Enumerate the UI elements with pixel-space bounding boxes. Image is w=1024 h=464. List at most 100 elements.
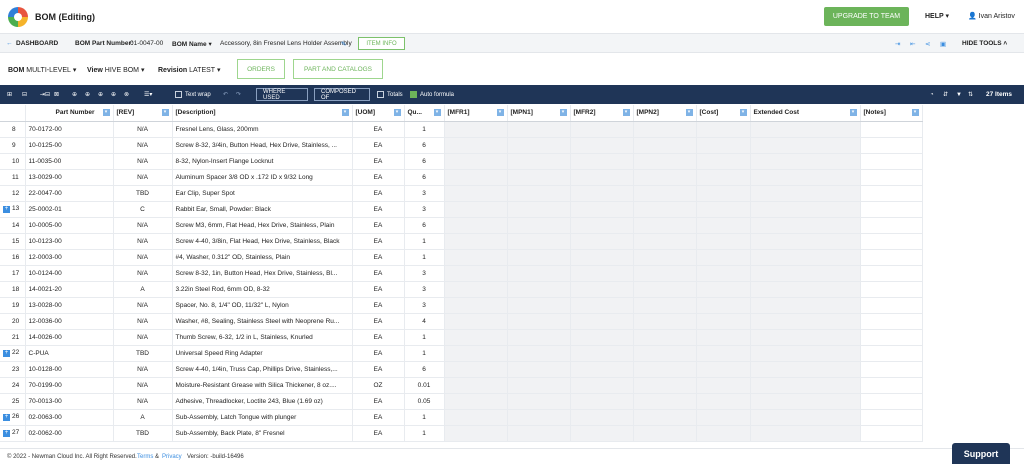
cost-cell[interactable] <box>696 233 751 250</box>
row-index-cell[interactable]: +13 <box>0 201 26 218</box>
description-cell[interactable]: Ear Clip, Super Spot <box>172 185 353 202</box>
column-menu-icon[interactable]: ▾ <box>559 109 567 116</box>
cost-cell[interactable] <box>696 137 751 154</box>
uom-cell[interactable]: EA <box>352 153 405 170</box>
part-number-cell[interactable]: 22-0047-00 <box>25 185 114 202</box>
insert-column-icon[interactable]: ⇥⊟ <box>40 92 51 98</box>
settings-icon[interactable]: ◔ <box>930 91 934 98</box>
quantity-cell[interactable]: 6 <box>404 153 445 170</box>
column-menu-icon[interactable]: ▾ <box>739 109 747 116</box>
part-number-cell[interactable]: 14-0021-20 <box>25 281 114 298</box>
support-button[interactable]: Support <box>952 443 1010 464</box>
mpn2-cell[interactable] <box>633 281 697 298</box>
mpn1-cell[interactable] <box>507 265 571 282</box>
part-number-cell[interactable]: 70-0172-00 <box>25 121 114 138</box>
row-index-cell[interactable]: 8 <box>0 121 26 138</box>
row-index-cell[interactable]: 10 <box>0 153 26 170</box>
mfr1-cell[interactable] <box>444 345 508 362</box>
column-header[interactable]: Extended Cost ▾ <box>750 105 861 122</box>
extended-cost-cell[interactable] <box>750 233 861 250</box>
bom-name-dropdown[interactable]: BOM Name ▾ <box>172 41 212 48</box>
table-row[interactable]: 16 12-0003-00 N/A #4, Washer, 0.312" OD, St… <box>0 249 923 266</box>
cost-cell[interactable] <box>696 121 751 138</box>
table-row[interactable]: 14 10-0005-00 N/A Screw M3, 6mm, Flat Head,… <box>0 217 923 234</box>
row-index-cell[interactable]: 18 <box>0 281 26 298</box>
add-below-icon[interactable]: ⊕ <box>98 92 104 98</box>
part-number-cell[interactable]: 25-0002-01 <box>25 201 114 218</box>
column-header[interactable]: [MPN2] ▾ <box>633 105 697 122</box>
notes-cell[interactable] <box>860 361 923 378</box>
mfr2-cell[interactable] <box>570 265 634 282</box>
column-menu-icon[interactable]: ▾ <box>341 109 349 116</box>
revision-dropdown[interactable]: Revision LATEST ▾ <box>158 67 221 74</box>
column-menu-icon[interactable]: ▾ <box>102 109 110 116</box>
quantity-cell[interactable]: 1 <box>404 345 445 362</box>
mfr1-cell[interactable] <box>444 329 508 346</box>
app-logo[interactable] <box>8 7 28 27</box>
cost-cell[interactable] <box>696 393 751 410</box>
uom-cell[interactable]: EA <box>352 169 405 186</box>
column-header[interactable] <box>0 105 26 122</box>
terms-link[interactable]: Terms <box>137 454 154 460</box>
column-header[interactable]: [REV] ▾ <box>113 105 173 122</box>
notes-cell[interactable] <box>860 345 923 362</box>
uom-cell[interactable]: EA <box>352 185 405 202</box>
notes-cell[interactable] <box>860 185 923 202</box>
extended-cost-cell[interactable] <box>750 249 861 266</box>
text-wrap-toggle[interactable]: Text wrap <box>175 88 211 101</box>
import-icon[interactable]: ⇤ <box>910 41 916 48</box>
table-row[interactable]: 19 13-0028-00 N/A Spacer, No. 8, 1/4" OD, 1… <box>0 297 923 314</box>
mpn2-cell[interactable] <box>633 153 697 170</box>
rev-cell[interactable]: N/A <box>113 233 173 250</box>
extended-cost-cell[interactable] <box>750 121 861 138</box>
cost-cell[interactable] <box>696 265 751 282</box>
description-cell[interactable]: Washer, #8, Sealing, Stainless Steel wit… <box>172 313 353 330</box>
notes-cell[interactable] <box>860 249 923 266</box>
auto-formula-toggle[interactable]: Auto formula <box>410 88 454 101</box>
table-row[interactable]: 9 10-0125-00 N/A Screw 8-32, 3/4in, Button … <box>0 137 923 154</box>
undo-icon[interactable]: ↶ <box>223 92 229 98</box>
mfr1-cell[interactable] <box>444 281 508 298</box>
upgrade-button[interactable]: UPGRADE TO TEAM <box>824 7 909 26</box>
rev-cell[interactable]: A <box>113 409 173 426</box>
delete-column-icon[interactable]: ⊠ <box>54 92 60 98</box>
mpn2-cell[interactable] <box>633 297 697 314</box>
uom-cell[interactable]: OZ <box>352 377 405 394</box>
mfr2-cell[interactable] <box>570 281 634 298</box>
row-index-cell[interactable]: 24 <box>0 377 26 394</box>
column-header[interactable]: [MFR2] ▾ <box>570 105 634 122</box>
mfr1-cell[interactable] <box>444 425 508 442</box>
mfr1-cell[interactable] <box>444 201 508 218</box>
part-number-cell[interactable]: 10-0005-00 <box>25 217 114 234</box>
extended-cost-cell[interactable] <box>750 409 861 426</box>
notes-cell[interactable] <box>860 217 923 234</box>
column-menu-icon[interactable]: ▾ <box>911 109 919 116</box>
cost-cell[interactable] <box>696 361 751 378</box>
extended-cost-cell[interactable] <box>750 377 861 394</box>
mfr1-cell[interactable] <box>444 185 508 202</box>
table-row[interactable]: +27 02-0062-00 TBD Sub-Assembly, Back Plate… <box>0 425 923 442</box>
hierarchy-icon[interactable]: ⊞ <box>7 92 13 98</box>
mfr2-cell[interactable] <box>570 425 634 442</box>
mfr1-cell[interactable] <box>444 169 508 186</box>
row-index-cell[interactable]: 23 <box>0 361 26 378</box>
row-index-cell[interactable]: 16 <box>0 249 26 266</box>
mfr1-cell[interactable] <box>444 409 508 426</box>
export-icon[interactable]: ⇥ <box>895 41 901 48</box>
quantity-cell[interactable]: 1 <box>404 121 445 138</box>
description-cell[interactable]: Universal Speed Ring Adapter <box>172 345 353 362</box>
extended-cost-cell[interactable] <box>750 169 861 186</box>
dashboard-link[interactable]: DASHBOARD <box>16 40 59 47</box>
mfr2-cell[interactable] <box>570 169 634 186</box>
rev-cell[interactable]: TBD <box>113 345 173 362</box>
column-menu-icon[interactable]: ▾ <box>161 109 169 116</box>
description-cell[interactable]: Thumb Screw, 6-32, 1/2 in L, Stainless, … <box>172 329 353 346</box>
description-cell[interactable]: Fresnel Lens, Glass, 200mm <box>172 121 353 138</box>
part-number-cell[interactable]: 02-0062-00 <box>25 425 114 442</box>
rev-cell[interactable]: C <box>113 201 173 218</box>
mpn2-cell[interactable] <box>633 265 697 282</box>
mpn2-cell[interactable] <box>633 313 697 330</box>
part-number-cell[interactable]: 02-0063-00 <box>25 409 114 426</box>
auto-formula-checkbox[interactable] <box>410 91 417 98</box>
extended-cost-cell[interactable] <box>750 345 861 362</box>
